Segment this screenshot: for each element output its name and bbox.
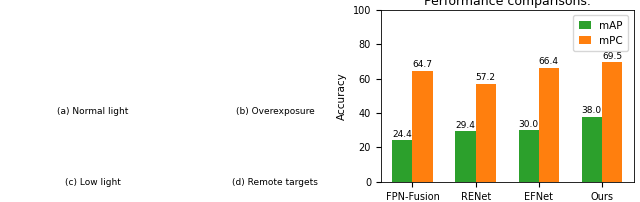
Text: 69.5: 69.5: [602, 52, 622, 61]
Text: (a) Normal light: (a) Normal light: [57, 107, 129, 116]
Text: 57.2: 57.2: [476, 73, 496, 82]
Legend: mAP, mPC: mAP, mPC: [573, 15, 628, 51]
Bar: [539, 68, 559, 182]
Bar: [413, 71, 433, 182]
Bar: [476, 84, 496, 182]
Text: (d) Remote targets: (d) Remote targets: [232, 178, 318, 187]
Bar: [602, 62, 622, 182]
Text: 30.0: 30.0: [518, 120, 539, 129]
Y-axis label: Accuracy: Accuracy: [337, 72, 347, 120]
Text: 64.7: 64.7: [413, 60, 433, 69]
Text: 38.0: 38.0: [582, 106, 602, 115]
Bar: [456, 131, 476, 182]
Text: 29.4: 29.4: [456, 121, 476, 130]
Bar: [582, 117, 602, 182]
Text: 24.4: 24.4: [392, 129, 412, 139]
Bar: [392, 140, 413, 182]
Text: (c) Low light: (c) Low light: [65, 178, 121, 187]
Title: Performance comparisons.: Performance comparisons.: [424, 0, 591, 7]
Text: (b) Overexposure: (b) Overexposure: [236, 107, 315, 116]
Bar: [518, 130, 539, 182]
Text: 66.4: 66.4: [539, 57, 559, 66]
